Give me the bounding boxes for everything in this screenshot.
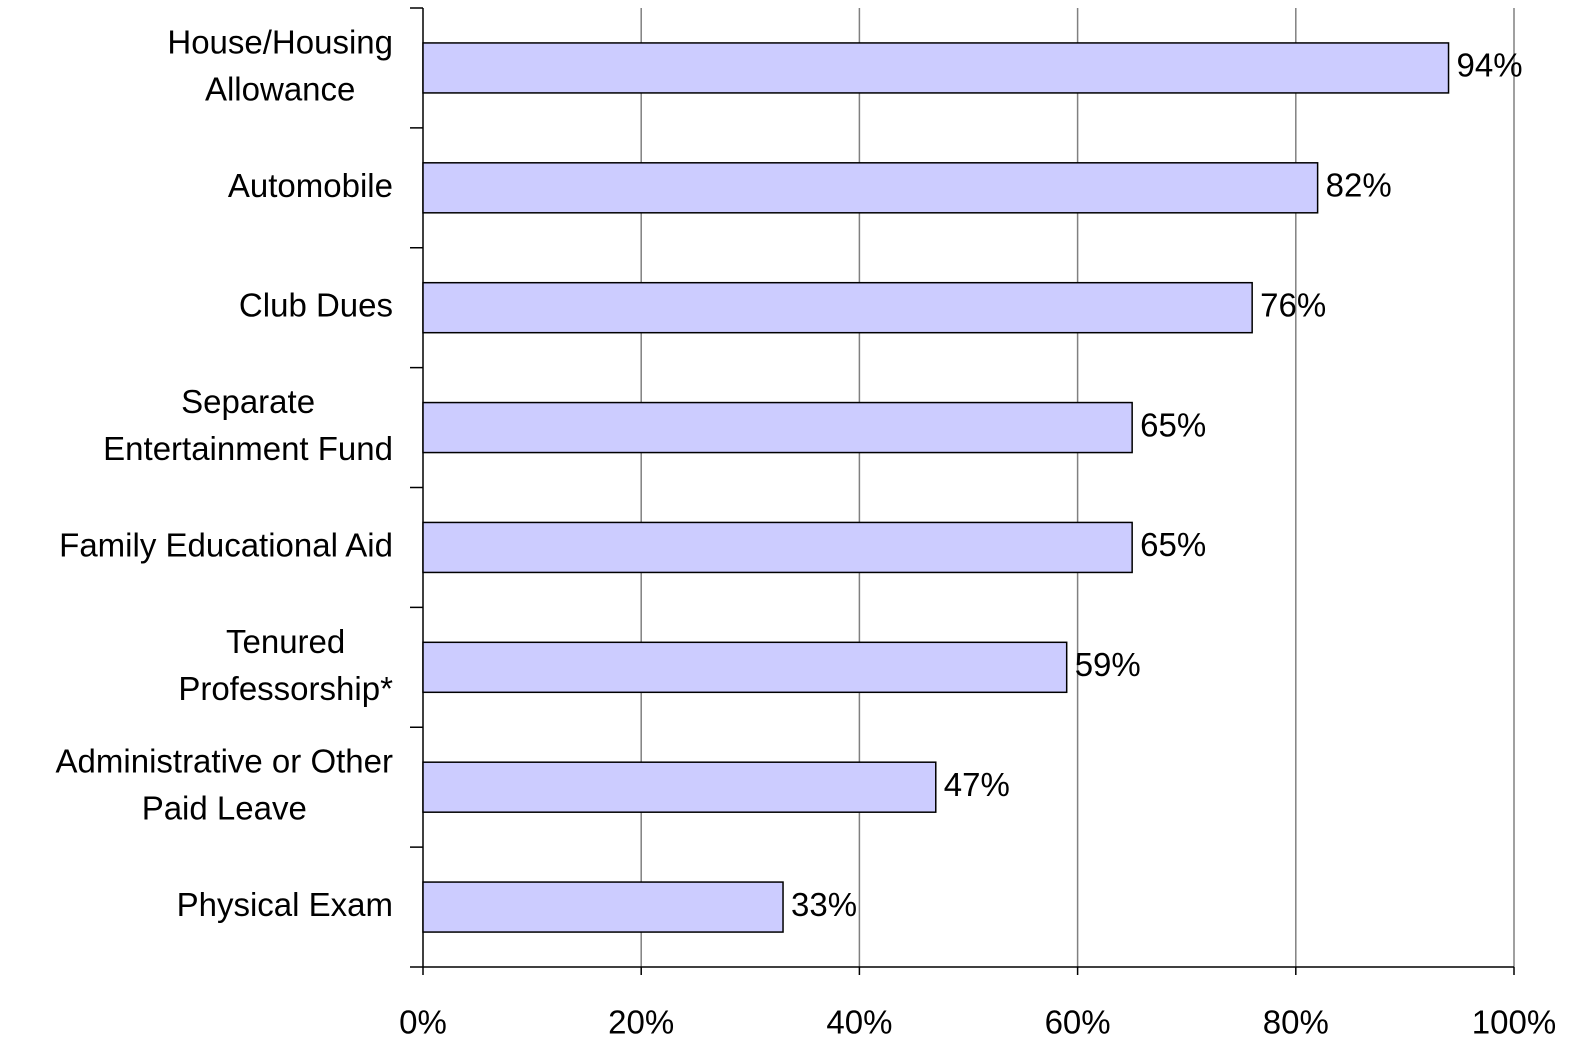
y-tick-label: Tenured Professorship* bbox=[178, 623, 393, 707]
y-tick-label: Club Dues bbox=[239, 286, 393, 323]
y-tick-label: House/Housing Allowance bbox=[167, 23, 393, 107]
data-label: 94% bbox=[1457, 47, 1523, 84]
data-label: 76% bbox=[1260, 286, 1326, 323]
bar bbox=[422, 881, 784, 933]
data-label: 33% bbox=[791, 886, 857, 923]
data-label: 82% bbox=[1326, 167, 1392, 204]
x-tick-label: 20% bbox=[608, 1004, 674, 1041]
y-tick-label: Administrative or Other Paid Leave bbox=[56, 742, 393, 826]
x-tick-label: 100% bbox=[1472, 1004, 1556, 1041]
bar bbox=[422, 162, 1319, 214]
y-tick-label: Separate Entertainment Fund bbox=[103, 383, 393, 467]
bar bbox=[422, 281, 1253, 334]
bar bbox=[422, 401, 1133, 454]
y-tick-label: Family Educational Aid bbox=[59, 526, 393, 563]
x-tick-label: 40% bbox=[826, 1004, 892, 1041]
data-label: 65% bbox=[1140, 406, 1206, 443]
data-label: 65% bbox=[1140, 526, 1206, 563]
data-label: 59% bbox=[1075, 646, 1141, 683]
x-tick-label: 0% bbox=[399, 1004, 447, 1041]
x-tick-label: 80% bbox=[1263, 1004, 1329, 1041]
bar bbox=[422, 641, 1068, 694]
bar bbox=[422, 761, 937, 813]
y-tick-label: Automobile bbox=[228, 167, 393, 204]
bar bbox=[422, 42, 1450, 94]
y-tick-label: Physical Exam bbox=[177, 886, 393, 923]
data-label: 47% bbox=[944, 766, 1010, 803]
x-tick-label: 60% bbox=[1045, 1004, 1111, 1041]
bar bbox=[422, 521, 1133, 574]
